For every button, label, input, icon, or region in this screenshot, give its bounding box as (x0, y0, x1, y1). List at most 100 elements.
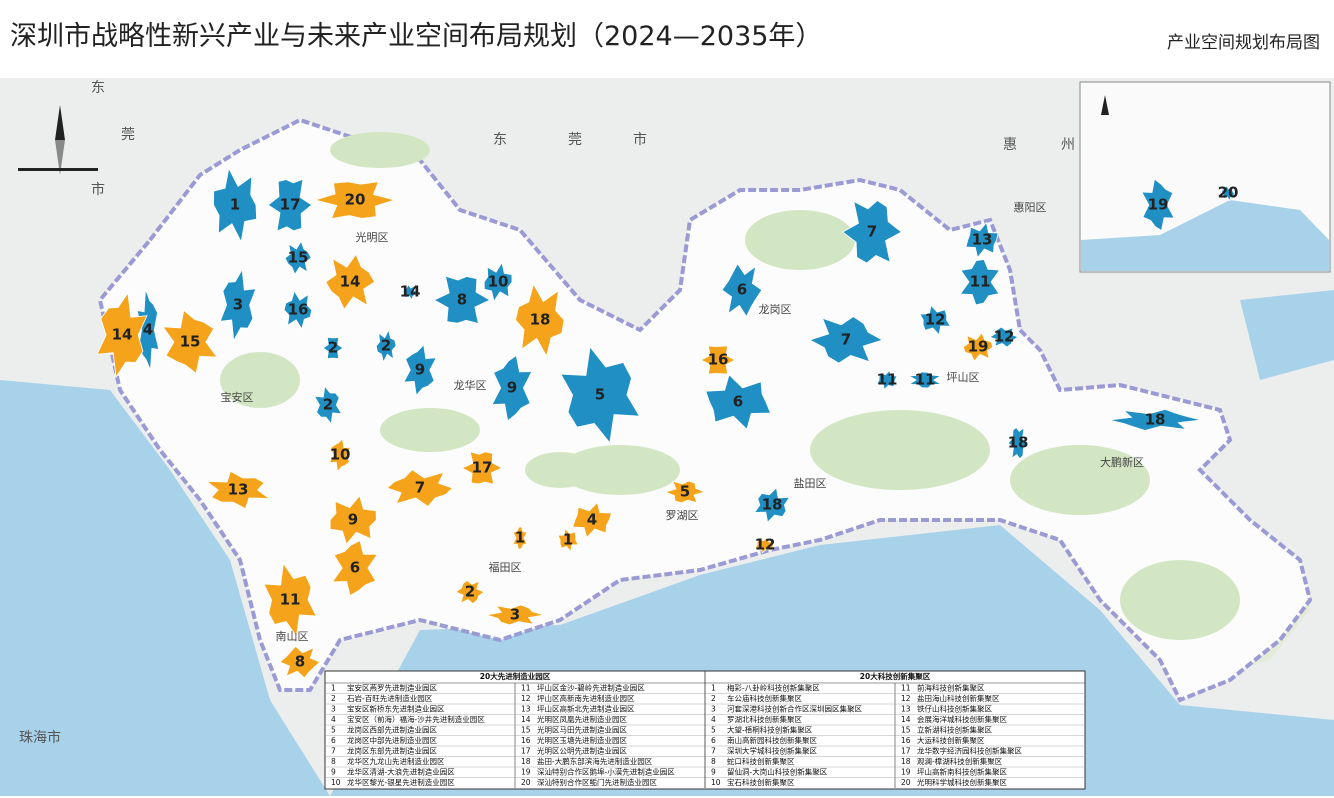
legend-name: 宝安区新桥东先进制造业园区 (347, 703, 445, 713)
legend-no: 4 (711, 715, 716, 724)
zone-manufacturing (386, 469, 454, 507)
zone-label: 6 (350, 559, 360, 577)
zone-innovation (721, 263, 763, 318)
zone-manufacturing (962, 332, 994, 362)
zone-innovation (919, 304, 952, 336)
place-label: 福田区 (489, 560, 522, 574)
place-label: 龙岗区 (759, 303, 792, 316)
place-label: 莞 (568, 132, 582, 148)
legend-no: 3 (711, 704, 716, 713)
legend-no: 7 (331, 746, 336, 755)
legend-name: 龙华区九龙山先进制造业园区 (347, 756, 445, 766)
legend-no: 14 (901, 715, 911, 724)
legend-name: 盐田海山科技创新集聚区 (917, 693, 1000, 703)
legend-no: 10 (711, 778, 721, 787)
zone-manufacturing (331, 540, 379, 597)
place-label: 莞 (121, 127, 135, 143)
zone-manufacturing (325, 253, 376, 311)
place-label: 大鹏新区 (1100, 455, 1144, 469)
zone-label: 18 (530, 311, 551, 329)
zone-manufacturing (96, 291, 148, 379)
legend-name: 光明区玉塘先进制造业园区 (537, 735, 627, 745)
zone-innovation (560, 346, 641, 444)
place-label: 坪山区 (947, 371, 980, 384)
title: 深圳市战略性新兴产业与未来产业空间布局规划（2024—2035年） (10, 21, 823, 52)
legend-name: 石岩-百旺先进制造业园区 (347, 693, 433, 703)
zone-manufacturing (515, 283, 565, 358)
zone-label: 10 (330, 446, 351, 464)
zone-label: 16 (288, 301, 309, 319)
legend-no: 15 (901, 725, 911, 734)
zone-label: 14 (340, 273, 361, 291)
place-label: 南山区 (276, 630, 309, 643)
zone-label: 4 (143, 321, 153, 339)
legend-name: 坪山高新南科技创新集聚区 (917, 766, 1007, 776)
legend-no: 1 (711, 683, 716, 692)
zone-manufacturing (754, 536, 776, 554)
legend-no: 12 (901, 694, 911, 703)
place-label: 宝安区 (221, 390, 254, 404)
legend-section-title: 20大先进制造业园区 (480, 671, 551, 681)
legend-name: 龙岗区西部先进制造业园区 (347, 724, 437, 734)
legend-name: 龙华区黎光-银星先进制造业园区 (347, 777, 455, 787)
zone-label: 19 (968, 338, 989, 356)
legend-no: 10 (331, 778, 341, 787)
zone-innovation (841, 199, 903, 264)
place-label: 市 (633, 131, 647, 148)
zone-innovation (491, 354, 533, 422)
zone-label: 2 (381, 337, 391, 355)
legend-name: 深汕特别合作区鲘门先进制造业园区 (537, 777, 657, 787)
legend-name: 龙华数字经济园科技创新集聚区 (917, 745, 1022, 755)
place-label: 惠 (1003, 137, 1017, 153)
zone-label: 10 (488, 273, 509, 291)
zone-manufacturing (454, 579, 485, 605)
legend-name: 宝安区燕罗先进制造业园区 (347, 682, 437, 692)
zone-label: 14 (112, 326, 133, 344)
legend-no: 5 (331, 725, 336, 734)
legend-name: 深汕特别合作区鹅埠-小漠先进制造业园区 (537, 766, 675, 776)
zone-manufacturing (162, 309, 218, 375)
zone-label: 13 (228, 481, 249, 499)
place-label: 珠海市 (19, 729, 61, 746)
legend-name: 罗湖北科技创新集聚区 (727, 714, 802, 724)
legend-name: 龙岗区东部先进制造业园区 (347, 745, 437, 755)
city-boundary (97, 117, 1313, 703)
legend-name: 光明区马田先进制造业园区 (537, 724, 627, 734)
zone-label: 7 (841, 331, 851, 349)
zone-label: 7 (415, 479, 425, 497)
legend-no: 2 (711, 694, 716, 703)
zone-label: 2 (328, 339, 338, 357)
green-areas (220, 132, 1240, 640)
legend-no: 7 (711, 746, 716, 755)
zone-manufacturing (263, 562, 317, 638)
zone-innovation (403, 344, 437, 397)
legend-no: 9 (331, 767, 336, 776)
place-label: 盐田区 (794, 477, 827, 490)
legend-name: 梅彩-八卦岭科技创新集聚区 (727, 682, 820, 692)
zone-manufacturing (664, 480, 706, 504)
zone-innovation (284, 240, 312, 276)
legend-no: 14 (521, 715, 531, 724)
legend-no: 17 (521, 746, 531, 755)
zone-manufacturing (557, 527, 579, 553)
place-label: 东 (91, 80, 105, 96)
subtitle: 产业空间规划布局图 (1167, 33, 1320, 53)
zone-label: 7 (867, 223, 877, 241)
place-label: 东 (493, 132, 507, 148)
legend-no: 5 (711, 725, 716, 734)
legend-no: 2 (331, 694, 336, 703)
zone-manufacturing (512, 526, 528, 550)
zone-manufacturing (572, 501, 613, 539)
legend-no: 18 (521, 757, 531, 766)
legend-name: 坪山区高新南先进制造业园区 (537, 693, 635, 703)
legend-name: 坪山区高新北先进制造业园区 (537, 703, 635, 713)
legend-name: 大运科技创新集聚区 (917, 735, 985, 745)
zone-innovation (959, 259, 1001, 306)
legend-no: 17 (901, 746, 911, 755)
zone-label: 3 (510, 606, 520, 624)
zone-label: 15 (180, 333, 201, 351)
zone-manufacturing (329, 494, 377, 545)
zone-label: 8 (295, 653, 305, 671)
